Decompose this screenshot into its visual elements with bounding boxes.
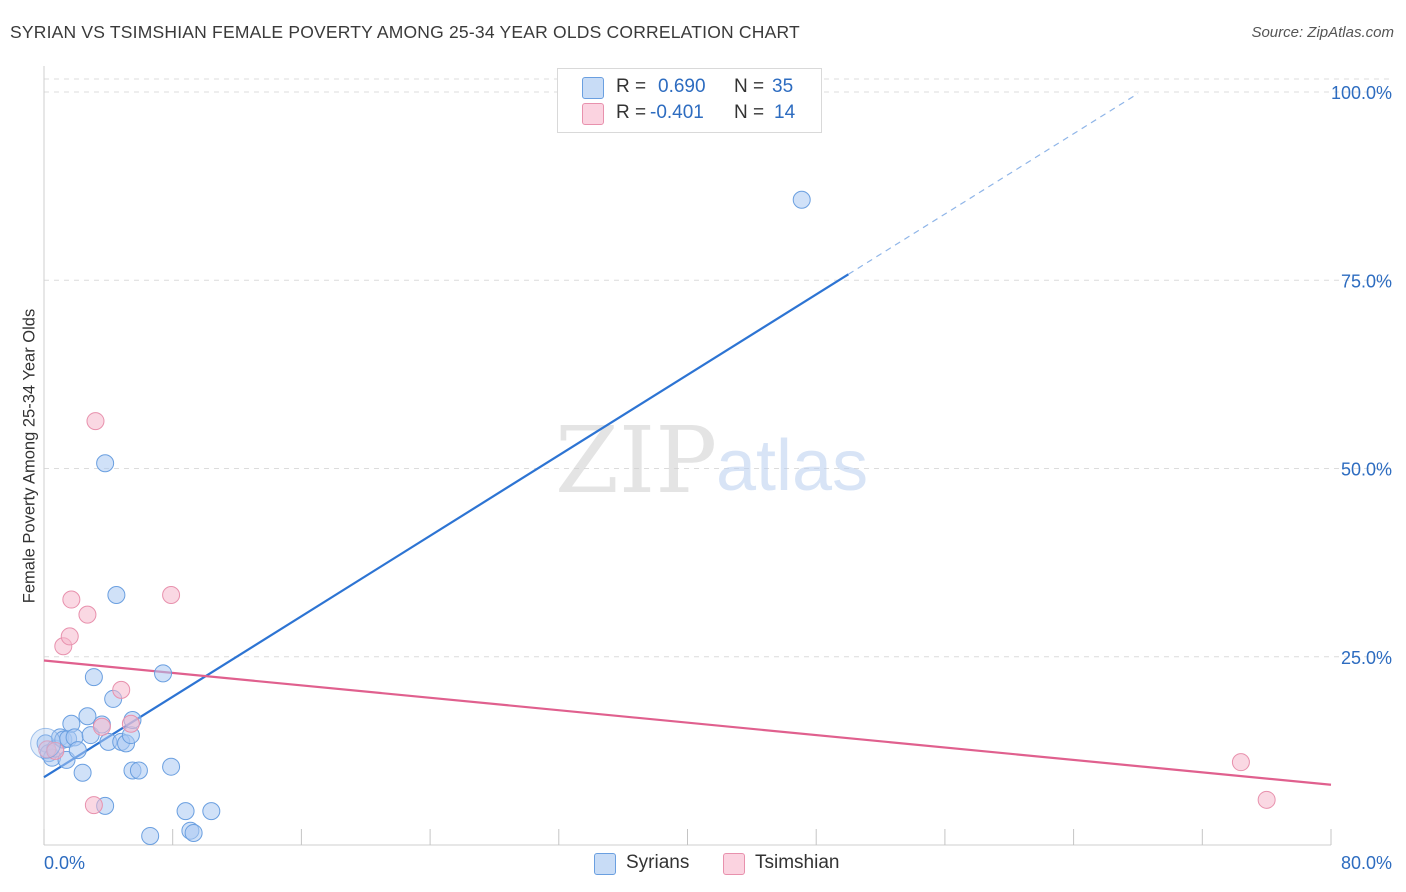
legend-n-label: N = bbox=[734, 102, 765, 123]
y-tick-label: 75.0% bbox=[1341, 271, 1392, 291]
correlation-legend: R = 0.690 N = 35 R = -0.401 N = 14 bbox=[557, 68, 822, 133]
y-tick-label: 100.0% bbox=[1331, 83, 1392, 103]
watermark-zip: ZIP bbox=[555, 407, 717, 514]
trend-line-syrians bbox=[43, 273, 849, 779]
legend-swatch-tsimshian bbox=[723, 853, 745, 875]
data-point-tsimshian bbox=[1257, 790, 1276, 809]
series-legend: Syrians Tsimshian bbox=[0, 850, 1406, 880]
data-point-tsimshian bbox=[86, 412, 105, 431]
data-point-syrians bbox=[68, 741, 87, 760]
x-tick-label: 80.0% bbox=[1341, 853, 1392, 873]
source-credit: Source: ZipAtlas.com bbox=[1251, 24, 1394, 41]
gridlines bbox=[44, 78, 1392, 658]
legend-label-tsimshian: Tsimshian bbox=[755, 852, 840, 873]
tick-labels: 25.0% 50.0% 75.0% 100.0% 0.0% 80.0% bbox=[44, 83, 1392, 873]
axes bbox=[43, 66, 1332, 846]
data-point-syrians bbox=[792, 190, 811, 209]
data-point-syrians bbox=[141, 826, 160, 845]
data-point-tsimshian bbox=[60, 627, 79, 646]
y-tick-label: 50.0% bbox=[1341, 460, 1392, 480]
legend-n-value: 35 bbox=[772, 76, 794, 97]
data-point-syrians bbox=[202, 802, 221, 821]
data-point-syrians-cluster bbox=[30, 727, 62, 759]
data-point-tsimshian bbox=[1231, 753, 1250, 772]
data-point-tsimshian bbox=[46, 741, 65, 760]
legend-n-value: 14 bbox=[774, 102, 796, 123]
data-point-syrians bbox=[84, 668, 103, 687]
data-point-syrians bbox=[184, 823, 203, 842]
legend-swatch-syrians bbox=[582, 77, 604, 99]
legend-n-label: N = bbox=[734, 76, 765, 97]
data-point-tsimshian bbox=[121, 714, 140, 733]
legend-label-syrians: Syrians bbox=[626, 852, 690, 873]
x-tick-label: 0.0% bbox=[44, 853, 85, 873]
data-point-syrians bbox=[96, 454, 115, 473]
trend-line-syrians-extension bbox=[848, 93, 1139, 275]
legend-r-label: R = bbox=[616, 102, 647, 123]
data-points bbox=[30, 190, 1276, 845]
data-point-tsimshian bbox=[162, 586, 181, 605]
y-tick-label: 25.0% bbox=[1341, 648, 1392, 668]
data-point-syrians bbox=[129, 761, 148, 780]
chart-title: SYRIAN VS TSIMSHIAN FEMALE POVERTY AMONG… bbox=[10, 22, 800, 42]
data-point-syrians bbox=[154, 664, 173, 683]
data-point-tsimshian bbox=[78, 605, 97, 624]
data-point-syrians bbox=[107, 586, 126, 605]
legend-r-label: R = bbox=[616, 76, 647, 97]
data-point-tsimshian bbox=[62, 590, 81, 609]
watermark: ZIP atlas bbox=[555, 407, 868, 514]
trend-lines bbox=[43, 93, 1332, 786]
legend-r-value: 0.690 bbox=[658, 76, 706, 97]
data-point-tsimshian bbox=[92, 717, 111, 736]
data-point-tsimshian bbox=[84, 796, 103, 815]
legend-swatch-tsimshian bbox=[582, 103, 604, 125]
trend-line-tsimshian bbox=[43, 659, 1332, 786]
data-point-syrians bbox=[73, 763, 92, 782]
legend-r-value: -0.401 bbox=[650, 102, 704, 123]
data-point-syrians bbox=[162, 757, 181, 776]
data-point-tsimshian bbox=[112, 680, 131, 699]
data-point-syrians bbox=[176, 802, 195, 821]
data-point-syrians bbox=[78, 707, 97, 726]
legend-swatch-syrians bbox=[594, 853, 616, 875]
watermark-atlas: atlas bbox=[716, 426, 868, 506]
